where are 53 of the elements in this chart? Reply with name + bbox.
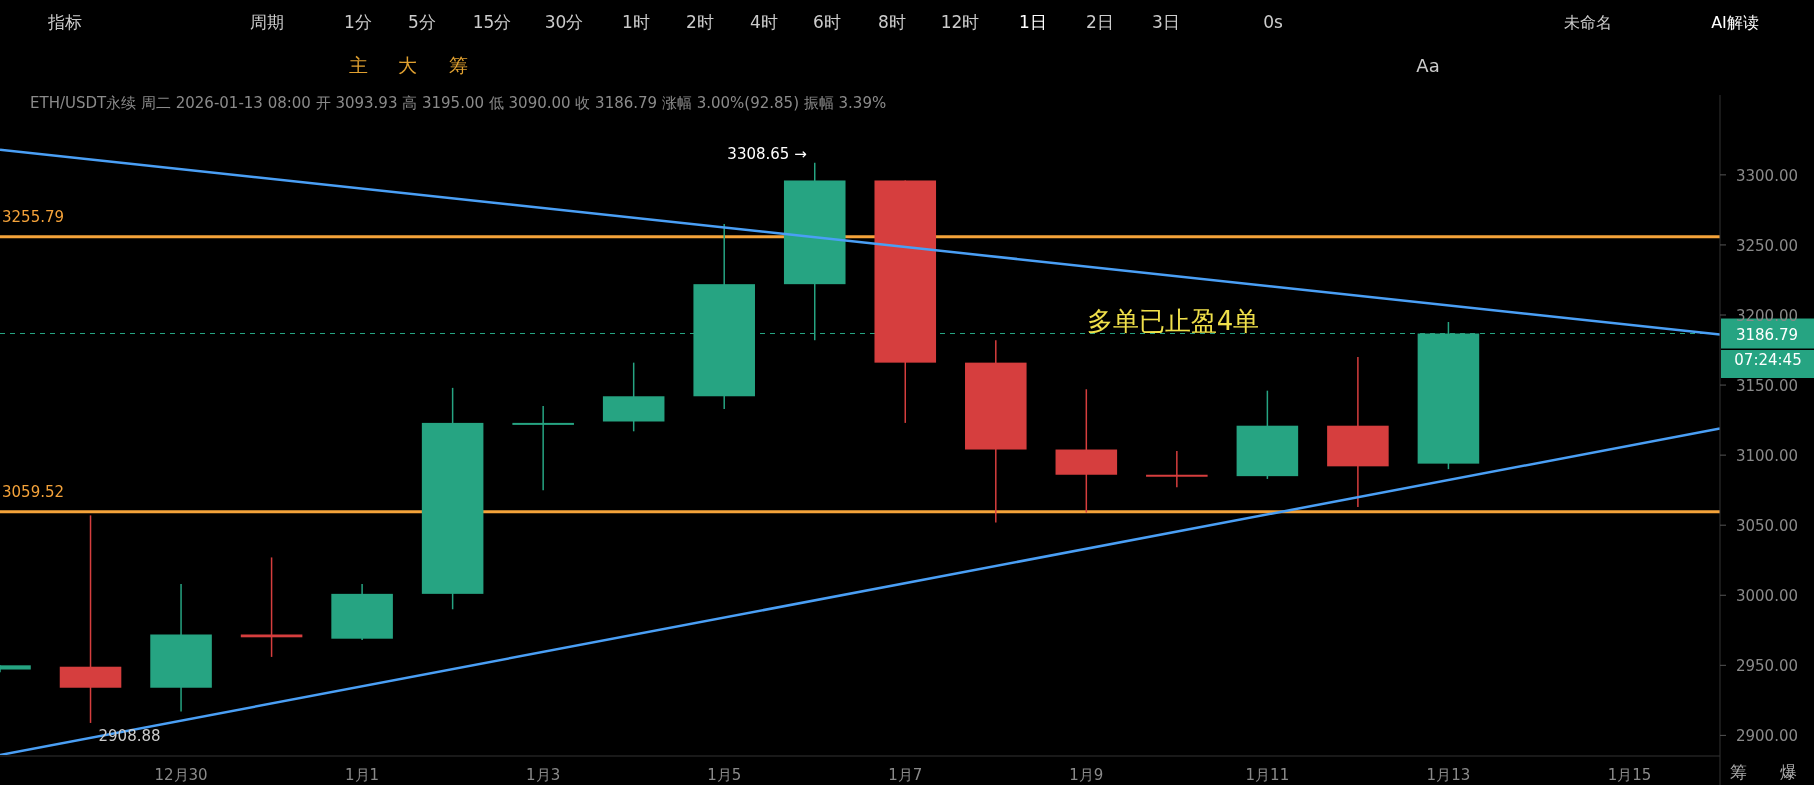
text: 15分 [472,12,512,32]
annotation: 3308.65 → [727,144,807,163]
ref-line-label: 3255.79 [2,207,65,226]
text: 0s [1263,12,1283,32]
text: 爆 [1779,762,1797,782]
y-tick-label: 3100.00 [1735,447,1799,466]
text: 3日 [1152,12,1180,32]
y-tick-label: 3000.00 [1735,587,1799,606]
text: 周期 [250,12,284,32]
text: 主 [348,54,368,76]
x-tick-label: 1月7 [888,766,923,784]
text: 5分 [408,12,436,32]
y-tick-label: 3300.00 [1735,166,1799,185]
text: 1日 [1019,12,1047,32]
text: 筹 [1729,762,1747,782]
y-tick-label: 2900.00 [1735,727,1799,746]
y-tick-label: 2950.00 [1735,657,1799,676]
candlestick [1146,450,1208,489]
annotation: 多单已止盈4单 [1086,305,1260,336]
text: 未命名 [1564,13,1612,32]
x-tick-label: 1月15 [1607,766,1652,784]
x-tick-label: 1月11 [1245,766,1290,784]
text: 2时 [686,12,714,32]
candlestick [240,556,303,658]
x-tick-label: 1月5 [707,766,742,784]
text: 2日 [1086,12,1114,32]
text: 4时 [750,12,778,32]
y-tick-label: 3150.00 [1735,377,1799,396]
text: 筹 [448,54,468,76]
text: 6时 [813,12,841,32]
y-tick-label: 3050.00 [1735,517,1799,536]
candlestick [59,514,122,724]
text: 8时 [878,12,906,32]
text: 07:24:45 [1734,351,1802,369]
x-tick-label: 1月1 [345,766,380,784]
x-tick-label: 1月3 [526,766,561,784]
text: 指标 [47,12,82,32]
text: 1时 [622,12,650,32]
text: 12时 [940,12,980,32]
text: 1分 [344,12,372,32]
annotation: ETH/USDT永续 周二 2026-01-13 08:00 开 3093.93 高 3195.00 低 3090.00 收 3186.79 涨幅 3.00%(92.85) 振幅 3.39% [30,94,887,112]
annotation: 2908.88 [98,726,161,745]
text: 大 [397,54,417,76]
x-tick-label: 12月30 [154,766,208,784]
text: 30分 [544,12,584,32]
ref-line-label: 3059.52 [2,482,65,501]
x-tick-label: 1月13 [1426,766,1471,784]
candlestick [512,405,574,491]
ref-line-label: 3186.79 [1735,325,1799,344]
text: AI解读 [1711,13,1759,32]
y-tick-label: 3250.00 [1735,236,1799,255]
text: Aa [1416,55,1440,76]
x-tick-label: 1月9 [1069,766,1104,784]
